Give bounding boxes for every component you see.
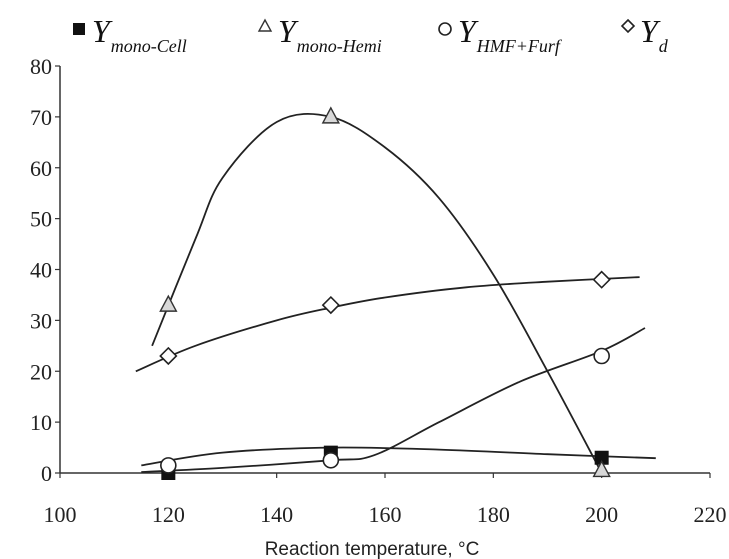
y-tick-label: 0 [41,461,52,486]
legend-label: Ymono-Hemi [278,13,382,56]
data-point-y-mono-hemi [159,294,178,312]
x-tick-label: 100 [44,502,77,527]
y-tick-label: 60 [30,156,52,181]
x-tick-label: 120 [152,502,185,527]
y-tick-label: 50 [30,207,52,232]
x-tick-label: 200 [585,502,618,527]
data-markers [159,106,611,480]
trend-curve-y-mono-hemi [151,113,603,474]
legend-item-y-hmf-furf: YHMF+Furf [438,13,563,56]
data-point-y-mono-cell [594,450,609,465]
x-tick-labels: 100 120 140 160 180 200 220 [44,473,727,527]
data-point-y-hmf-furf [160,457,177,474]
data-point-y-mono-hemi [321,106,341,124]
y-tick-labels: 0 10 20 30 40 50 60 70 80 [30,54,60,486]
x-tick-label: 220 [694,502,727,527]
legend-label: Ymono-Cell [92,13,187,56]
legend-label: Yd [640,13,669,56]
legend-marker-y-mono-cell [73,23,85,35]
y-tick-label: 30 [30,308,52,333]
legend-label: YHMF+Furf [458,13,563,56]
legend-marker-y-hmf-furf [438,22,452,36]
data-point-y-d [321,295,340,315]
legend-marker-y-mono-hemi [257,18,273,32]
trend-curves [135,113,656,474]
y-tick-label: 20 [30,359,52,384]
y-tick-label: 10 [30,410,52,435]
y-tick-label: 80 [30,54,52,79]
x-tick-label: 140 [260,502,293,527]
data-point-y-d [159,346,178,366]
x-tick-label: 180 [477,502,510,527]
x-axis-title: Reaction temperature, °C [265,539,480,559]
legend: Ymono-Cell Ymono-Hemi YHMF+Furf Yd [73,13,669,56]
data-point-y-hmf-furf [322,451,340,469]
data-point-y-d [592,270,611,289]
legend-item-y-mono-hemi: Ymono-Hemi [257,13,382,56]
y-tick-label: 70 [30,105,52,130]
trend-curve-y-mono-cell [141,446,656,467]
legend-marker-y-d [620,18,636,34]
legend-item-y-d: Yd [620,13,669,56]
trend-curve-y-d [135,276,640,373]
x-tick-label: 160 [369,502,402,527]
data-point-y-hmf-furf [593,347,610,365]
trend-curve-y-hmf-furf [141,327,646,473]
axes [59,66,710,474]
legend-item-y-mono-cell: Ymono-Cell [73,13,187,56]
data-point-y-mono-hemi [592,459,611,478]
y-tick-label: 40 [30,258,52,283]
